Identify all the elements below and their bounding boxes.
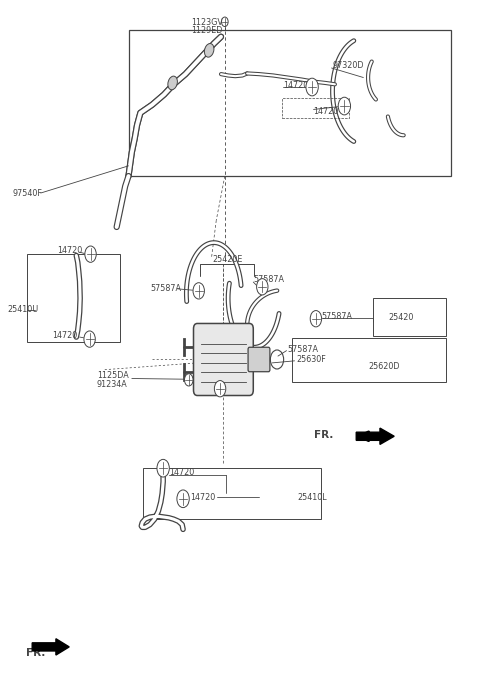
Text: FR.: FR. xyxy=(25,648,45,658)
Text: 25620D: 25620D xyxy=(368,362,399,371)
Text: 97320D: 97320D xyxy=(333,61,364,70)
Text: 25420E: 25420E xyxy=(213,255,243,264)
Text: FR.: FR. xyxy=(313,430,333,440)
Polygon shape xyxy=(356,428,394,445)
Text: 14720: 14720 xyxy=(313,107,339,116)
Text: 25410U: 25410U xyxy=(8,306,39,314)
Text: 57587A: 57587A xyxy=(151,284,182,292)
Circle shape xyxy=(184,374,193,386)
Circle shape xyxy=(257,279,268,295)
Text: 1129ED: 1129ED xyxy=(192,26,223,35)
Bar xyxy=(373,299,446,336)
Polygon shape xyxy=(32,638,69,655)
Text: 25420: 25420 xyxy=(388,313,413,322)
Circle shape xyxy=(85,246,96,262)
Circle shape xyxy=(157,460,169,477)
Bar xyxy=(143,468,321,519)
Text: 57587A: 57587A xyxy=(322,312,353,321)
Text: 14720: 14720 xyxy=(169,469,194,477)
Text: 14720: 14720 xyxy=(57,246,83,255)
Text: 14720: 14720 xyxy=(283,81,308,90)
Text: 57587A: 57587A xyxy=(288,345,318,353)
Circle shape xyxy=(177,490,189,508)
Text: 25630F: 25630F xyxy=(296,355,326,364)
Text: 57587A: 57587A xyxy=(253,275,284,284)
Circle shape xyxy=(193,283,204,299)
FancyBboxPatch shape xyxy=(248,347,270,372)
Circle shape xyxy=(310,310,322,327)
Circle shape xyxy=(215,381,226,397)
Bar xyxy=(27,254,120,342)
Circle shape xyxy=(306,78,318,96)
Bar xyxy=(129,30,451,176)
Text: 97540F: 97540F xyxy=(12,188,42,197)
Circle shape xyxy=(338,97,350,115)
Circle shape xyxy=(221,17,228,27)
Circle shape xyxy=(84,331,96,347)
Bar xyxy=(292,338,446,382)
Ellipse shape xyxy=(204,44,214,57)
Ellipse shape xyxy=(168,76,178,90)
Text: 25410L: 25410L xyxy=(297,493,326,502)
Text: 1125DA: 1125DA xyxy=(96,371,129,379)
FancyBboxPatch shape xyxy=(193,323,253,395)
Text: 1123GV: 1123GV xyxy=(192,18,224,27)
Text: 14720: 14720 xyxy=(190,493,216,502)
Text: 91234A: 91234A xyxy=(96,380,128,389)
Text: 14720: 14720 xyxy=(53,332,78,340)
